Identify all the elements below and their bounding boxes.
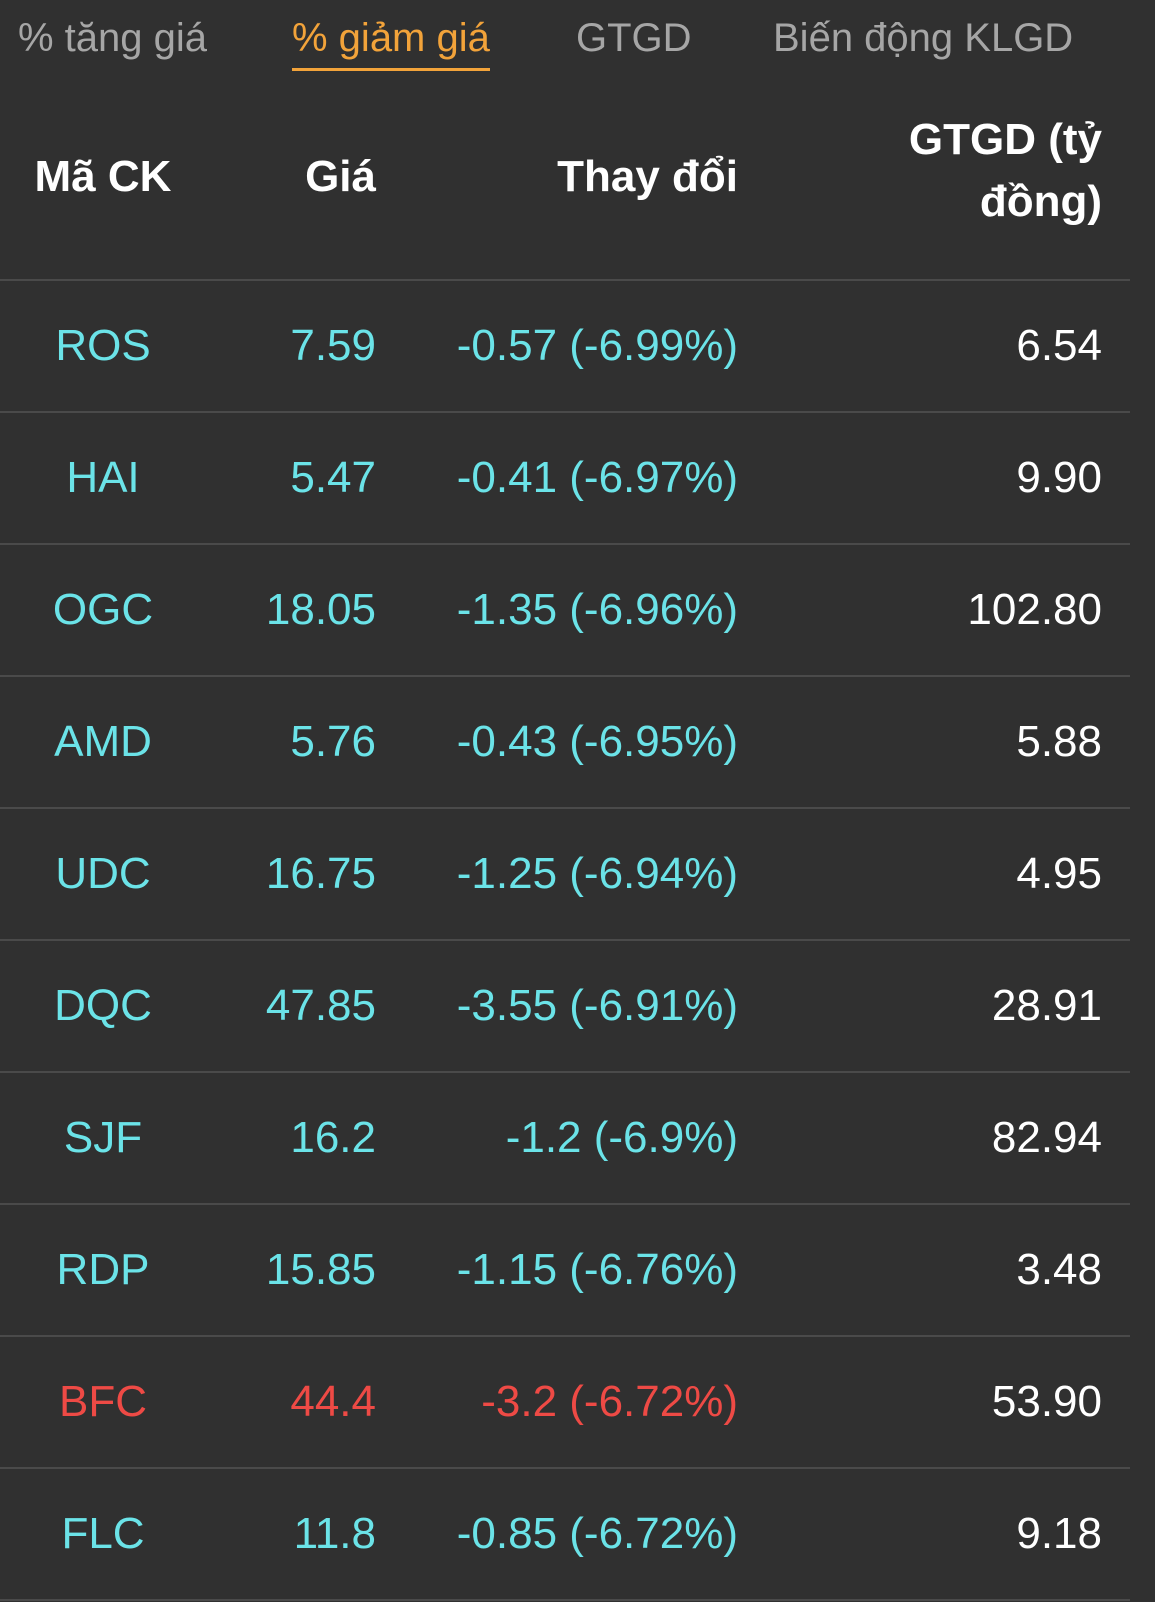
- stock-change: -1.25 (-6.94%): [456, 849, 738, 898]
- stock-change: -0.57 (-6.99%): [456, 321, 738, 370]
- stock-price: 11.8: [293, 1509, 376, 1558]
- table-header: Mã CK Giá Thay đổi GTGD (tỷ đồng): [0, 110, 1130, 281]
- table-row[interactable]: RDP 15.85 -1.15 (-6.76%) 3.48: [0, 1205, 1130, 1337]
- stock-code[interactable]: BFC: [59, 1377, 147, 1426]
- header-code[interactable]: Mã CK: [34, 152, 172, 201]
- header-value[interactable]: GTGD (tỷ đồng): [908, 115, 1102, 226]
- stock-change: -0.41 (-6.97%): [456, 453, 738, 502]
- stock-price: 44.4: [290, 1377, 376, 1426]
- stock-value: 5.88: [1016, 717, 1102, 766]
- stock-code[interactable]: UDC: [55, 849, 151, 898]
- stock-value: 9.90: [1016, 453, 1102, 502]
- table-row[interactable]: OGC 18.05 -1.35 (-6.96%) 102.80: [0, 545, 1130, 677]
- stock-change: -3.2 (-6.72%): [481, 1377, 738, 1426]
- stock-change: -0.85 (-6.72%): [456, 1509, 738, 1558]
- tab-trading-value[interactable]: GTGD: [576, 16, 692, 60]
- stock-price: 47.85: [265, 981, 376, 1030]
- stock-value: 102.80: [967, 585, 1102, 634]
- table-row[interactable]: UDC 16.75 -1.25 (-6.94%) 4.95: [0, 809, 1130, 941]
- stock-code[interactable]: DQC: [54, 981, 152, 1030]
- table-row[interactable]: AMD 5.76 -0.43 (-6.95%) 5.88: [0, 677, 1130, 809]
- tab-bar: % tăng giá % giảm giá GTGD Biến động KLG…: [0, 0, 1155, 88]
- stock-value: 53.90: [991, 1377, 1102, 1426]
- stock-value: 82.94: [991, 1113, 1102, 1162]
- stock-code[interactable]: FLC: [61, 1509, 145, 1558]
- stock-value: 3.48: [1016, 1245, 1102, 1294]
- stock-code[interactable]: ROS: [55, 321, 151, 370]
- stock-price: 16.2: [290, 1113, 376, 1162]
- stock-code[interactable]: SJF: [63, 1113, 143, 1162]
- stock-change: -1.15 (-6.76%): [456, 1245, 738, 1294]
- tab-volume-change[interactable]: Biến động KLGD: [773, 16, 1074, 60]
- stock-price: 16.75: [265, 849, 376, 898]
- stock-code[interactable]: RDP: [56, 1245, 150, 1294]
- stock-change: -1.2 (-6.9%): [505, 1113, 738, 1162]
- tab-percent-increase[interactable]: % tăng giá: [18, 16, 208, 60]
- header-change[interactable]: Thay đổi: [557, 152, 738, 201]
- table-row[interactable]: SJF 16.2 -1.2 (-6.9%) 82.94: [0, 1073, 1130, 1205]
- stock-code[interactable]: HAI: [66, 453, 140, 502]
- table-row[interactable]: HAI 5.47 -0.41 (-6.97%) 9.90: [0, 413, 1130, 545]
- stock-change: -3.55 (-6.91%): [456, 981, 738, 1030]
- stock-price: 7.59: [290, 321, 376, 370]
- stock-code[interactable]: AMD: [54, 717, 152, 766]
- table-row[interactable]: DQC 47.85 -3.55 (-6.91%) 28.91: [0, 941, 1130, 1073]
- stock-value: 9.18: [1016, 1509, 1102, 1558]
- stock-price: 5.76: [290, 717, 376, 766]
- tab-percent-decrease[interactable]: % giảm giá: [292, 14, 490, 71]
- stock-price: 18.05: [265, 585, 376, 634]
- stock-price: 15.85: [265, 1245, 376, 1294]
- table-row[interactable]: ROS 7.59 -0.57 (-6.99%) 6.54: [0, 281, 1130, 413]
- table-row[interactable]: FLC 11.8 -0.85 (-6.72%) 9.18: [0, 1469, 1130, 1601]
- stock-change: -1.35 (-6.96%): [456, 585, 738, 634]
- header-price[interactable]: Giá: [305, 152, 376, 201]
- stock-value: 4.95: [1016, 849, 1102, 898]
- stock-value: 6.54: [1016, 321, 1102, 370]
- stock-code[interactable]: OGC: [52, 585, 154, 634]
- table-body: ROS 7.59 -0.57 (-6.99%) 6.54 HAI 5.47 -0…: [0, 281, 1130, 1601]
- stock-change: -0.43 (-6.95%): [456, 717, 738, 766]
- stock-table: Mã CK Giá Thay đổi GTGD (tỷ đồng) ROS 7.…: [0, 110, 1130, 1601]
- table-row[interactable]: BFC 44.4 -3.2 (-6.72%) 53.90: [0, 1337, 1130, 1469]
- stock-value: 28.91: [991, 981, 1102, 1030]
- stock-price: 5.47: [290, 453, 376, 502]
